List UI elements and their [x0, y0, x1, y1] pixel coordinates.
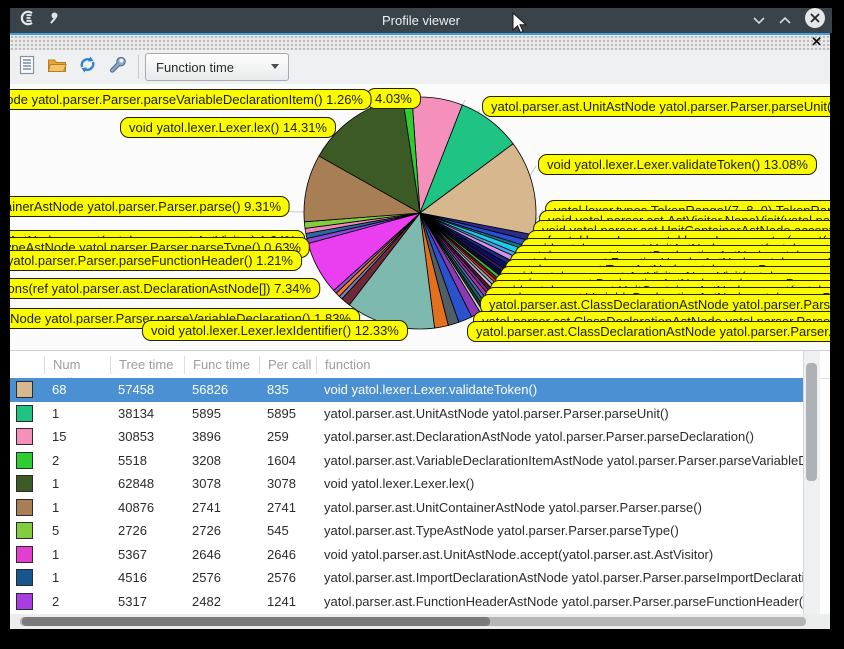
maximize-button[interactable] — [778, 12, 792, 30]
row-color-swatch — [16, 451, 33, 469]
pie-callout-label: yatol.parser.ast.UnitContainerAstNode ya… — [10, 196, 290, 217]
titlebar[interactable]: Profile viewer — [10, 8, 832, 33]
col-function[interactable]: function — [316, 355, 830, 374]
table-row[interactable]: 2 5518 3208 1604 yatol.parser.ast.VariableDe… — [10, 448, 804, 472]
horizontal-scrollbar[interactable] — [10, 614, 830, 629]
pie-callout-label: yatol.parser.ast.FunctionHeaderAstNode y… — [10, 250, 302, 271]
dock-handle[interactable]: ✕ — [10, 34, 830, 50]
details-button[interactable] — [14, 54, 40, 80]
table-row[interactable]: 2 5317 2482 1241 yatol.parser.ast.FunctionHe… — [10, 589, 804, 613]
refresh-button[interactable] — [74, 54, 100, 80]
pie-callout-label: 4.03% — [366, 88, 421, 109]
chevron-down-icon — [271, 64, 279, 69]
col-func-time[interactable]: Func time — [184, 355, 259, 374]
results-table: Num calls Tree time Func time Per call f… — [10, 350, 830, 629]
col-per-call[interactable]: Per call — [259, 355, 316, 374]
col-num-calls[interactable]: Num calls — [44, 355, 110, 390]
row-color-swatch — [16, 381, 33, 399]
row-color-swatch — [16, 498, 33, 516]
pin-icon[interactable] — [46, 11, 60, 30]
pie-callout-label: yatol.parser.ast.VariableDeclarationItem… — [10, 89, 372, 110]
open-button[interactable] — [44, 54, 70, 80]
wrench-icon — [108, 55, 127, 79]
window-title: Profile viewer — [381, 13, 461, 28]
row-color-swatch — [16, 545, 33, 563]
table-row[interactable]: 15 30853 3896 259 yatol.parser.ast.Declarati… — [10, 425, 804, 449]
profile-viewer-window: Profile viewer ✕ — [10, 8, 832, 629]
pie-callout-label: yatol.parser.ast.ClassDeclarationAstNode… — [467, 321, 830, 342]
minimize-button[interactable] — [752, 12, 766, 30]
table-row[interactable]: 5 2726 2726 545 yatol.parser.ast.TypeAstNode… — [10, 519, 804, 543]
table-header[interactable]: Num calls Tree time Func time Per call f… — [10, 351, 830, 390]
vertical-scrollbar[interactable] — [803, 351, 820, 614]
close-button[interactable] — [804, 7, 826, 34]
open-folder-icon — [47, 56, 67, 79]
pie-callout-label: void yatol.lexer.Lexer.lexIdentifier() 1… — [142, 320, 408, 341]
pie-callout-label: yatol.parser.ast.UnitAstNode yatol.parse… — [482, 96, 830, 117]
row-color-swatch — [16, 428, 33, 446]
col-color[interactable] — [10, 356, 44, 374]
row-color-swatch — [16, 404, 33, 422]
dock-close-icon[interactable]: ✕ — [811, 34, 822, 49]
refresh-icon — [78, 55, 97, 79]
table-row[interactable]: 68 57458 56826 835 void yatol.lexer.Lexer.va… — [10, 378, 804, 402]
mouse-cursor — [512, 11, 528, 39]
vertical-scrollbar-thumb[interactable] — [806, 363, 817, 481]
app-icon — [18, 9, 36, 32]
titlebar-accent-line — [10, 33, 830, 35]
table-row[interactable]: 1 62848 3078 3078 void yatol.lexer.Lexer.lex… — [10, 472, 804, 496]
pie-callout-label: yatol.parser.ast.ClassDeclarationAstNode… — [480, 294, 830, 315]
row-color-swatch — [16, 522, 33, 540]
table-body: 68 57458 56826 835 void yatol.lexer.Lexer.va… — [10, 378, 804, 613]
pie-callout-label: void yatol.parser.Parser.parseDeclaratio… — [10, 278, 320, 299]
horizontal-scrollbar-thumb[interactable] — [22, 617, 490, 626]
toolbar-separator — [138, 55, 139, 79]
table-row[interactable]: 1 5367 2646 2646 void yatol.parser.ast.UnitA… — [10, 542, 804, 566]
pie-chart-area[interactable]: yatol.parser.ast.VariableDeclarationItem… — [10, 84, 830, 350]
toolbar: Function time — [10, 50, 830, 84]
row-color-swatch — [16, 592, 33, 610]
pie-callout-label: void yatol.lexer.Lexer.validateToken() 1… — [538, 154, 817, 175]
metric-dropdown-value: Function time — [156, 59, 235, 75]
table-row[interactable]: 1 4516 2576 2576 yatol.parser.ast.ImportDecl… — [10, 566, 804, 590]
metric-dropdown[interactable]: Function time — [145, 53, 289, 81]
col-tree-time[interactable]: Tree time — [110, 355, 184, 374]
pie-callout-label: void yatol.lexer.Lexer.lex() 14.31% — [120, 117, 336, 138]
document-list-icon — [18, 55, 36, 80]
table-row[interactable]: 1 38134 5895 5895 yatol.parser.ast.UnitAstNo… — [10, 401, 804, 425]
settings-button[interactable] — [104, 54, 130, 80]
table-row[interactable]: 1 40876 2741 2741 yatol.parser.ast.UnitConta… — [10, 495, 804, 519]
horizontal-scrollbar-track[interactable] — [20, 617, 806, 626]
row-color-swatch — [16, 475, 33, 493]
row-color-swatch — [16, 569, 33, 587]
